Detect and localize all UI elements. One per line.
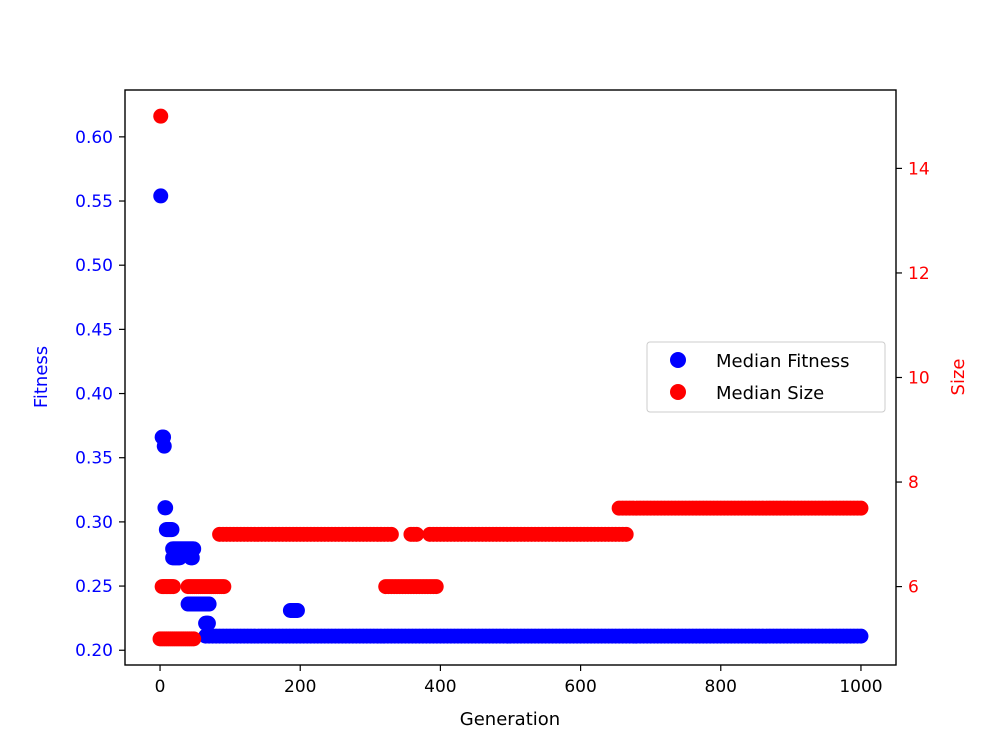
x-tick-label: 600 (564, 677, 596, 697)
legend: Median Fitness Median Size (646, 341, 886, 413)
x-tick-label: 800 (705, 677, 737, 697)
x-tick-label: 200 (284, 677, 316, 697)
fitness-point (156, 438, 172, 454)
size-point (216, 579, 232, 595)
size-point (153, 108, 169, 124)
x-tick-label: 0 (155, 677, 166, 697)
fitness-point (153, 188, 169, 204)
size-point (618, 526, 634, 542)
fitness-point (158, 500, 174, 516)
fitness-point (164, 522, 180, 538)
right-y-tick-label: 10 (908, 369, 930, 389)
fitness-point (853, 628, 869, 644)
left-y-tick-label: 0.60 (75, 128, 113, 148)
size-point (186, 631, 202, 647)
size-series (152, 108, 869, 647)
x-axis: 0 200 400 600 800 1000 (155, 665, 883, 697)
left-y-tick-label: 0.25 (75, 577, 113, 597)
left-y-axis-label: Fitness (31, 346, 52, 408)
right-y-tick-label: 12 (908, 264, 930, 284)
left-y-tick-label: 0.20 (75, 641, 113, 661)
size-point (383, 526, 399, 542)
fitness-point (201, 596, 217, 612)
legend-fitness-marker (670, 352, 686, 368)
right-y-axis-label: Size (948, 359, 969, 396)
left-y-tick-label: 0.50 (75, 256, 113, 276)
size-point (409, 526, 425, 542)
fitness-point (184, 550, 200, 566)
right-y-tick-label: 14 (908, 159, 930, 179)
fitness-point (200, 615, 216, 631)
right-y-tick-label: 8 (908, 473, 919, 493)
right-y-axis: 6 8 10 12 14 (896, 159, 930, 598)
size-point (165, 579, 181, 595)
x-tick-label: 1000 (839, 677, 882, 697)
legend-box (646, 341, 886, 413)
left-y-tick-label: 0.55 (75, 192, 113, 212)
left-y-tick-label: 0.40 (75, 385, 113, 405)
right-y-tick-label: 6 (908, 578, 919, 598)
fitness-point (289, 602, 305, 618)
legend-size-label: Median Size (716, 383, 824, 404)
x-axis-label: Generation (460, 709, 560, 730)
left-y-tick-label: 0.45 (75, 320, 113, 340)
size-point (853, 500, 869, 516)
fitness-series (153, 188, 869, 644)
size-point (428, 579, 444, 595)
fitness-point (172, 550, 188, 566)
x-tick-label: 400 (424, 677, 456, 697)
left-y-tick-label: 0.30 (75, 513, 113, 533)
left-y-axis: 0.20 0.25 0.30 0.35 0.40 0.45 0.50 0.55 0.60 (75, 128, 125, 661)
left-y-tick-label: 0.35 (75, 449, 113, 469)
legend-size-marker (670, 384, 686, 400)
legend-fitness-label: Median Fitness (716, 351, 850, 372)
